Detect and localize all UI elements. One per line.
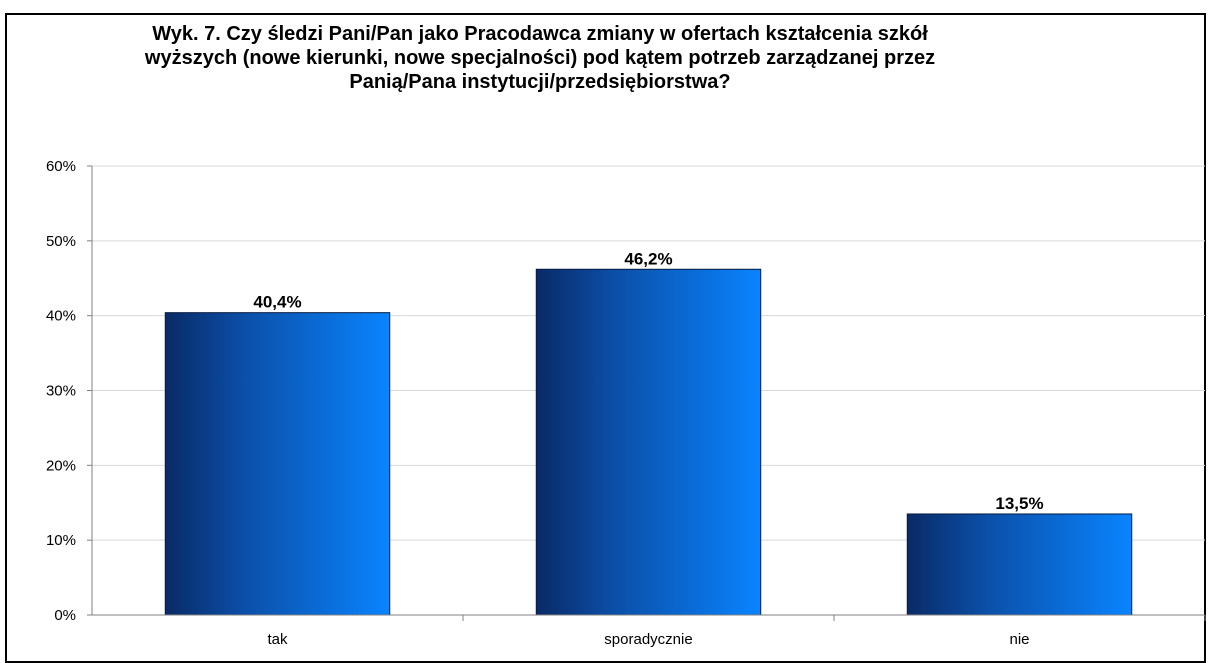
bar <box>906 513 1133 616</box>
y-tick-label: 20% <box>46 457 76 474</box>
chart-title-line-3: Panią/Pana instytucji/przedsiębiorstwa? <box>349 71 731 93</box>
y-tick-label: 60% <box>46 158 76 175</box>
y-tick-label: 0% <box>54 607 76 624</box>
bars <box>164 268 1133 616</box>
x-tick-label: sporadycznie <box>604 631 692 648</box>
y-tick-label: 50% <box>46 233 76 250</box>
data-label: 13,5% <box>995 494 1043 513</box>
bar <box>535 268 762 616</box>
bar <box>164 312 391 616</box>
chart-title-line-2: wyższych (nowe kierunki, nowe specjalnoś… <box>144 47 936 69</box>
labels: 0% 10% 20% 30% 40% 50% 60% tak 40,4% sporadycznie… <box>46 158 1044 648</box>
chart-title-line-1: Wyk. 7. Czy śledzi Pani/Pan jako Pracoda… <box>152 23 928 45</box>
y-tick-label: 30% <box>46 383 76 400</box>
data-label: 40,4% <box>253 293 301 312</box>
data-label: 46,2% <box>624 249 672 268</box>
chart-title: Wyk. 7. Czy śledzi Pani/Pan jako Pracoda… <box>0 22 1080 94</box>
y-tick-label: 40% <box>46 308 76 325</box>
y-tick-label: 10% <box>46 532 76 549</box>
axes <box>87 165 1206 621</box>
x-tick-label: nie <box>1009 631 1029 648</box>
x-tick-label: tak <box>267 631 288 648</box>
